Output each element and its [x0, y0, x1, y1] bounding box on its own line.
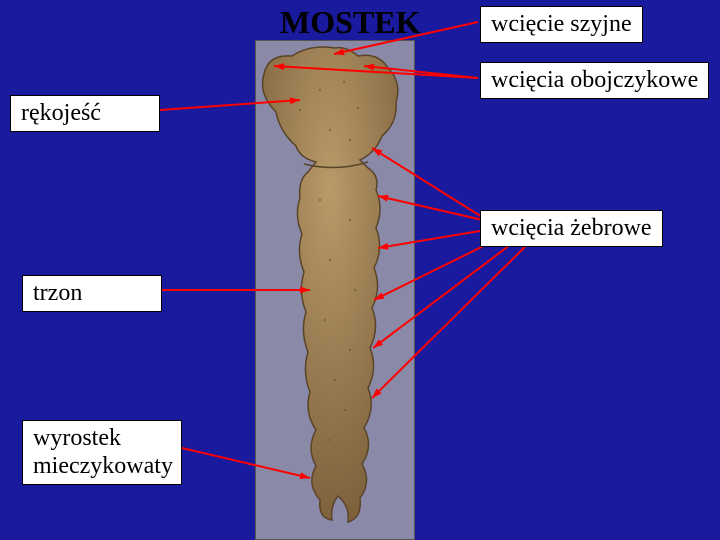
- label-wciecia-zebrowe: wcięcia żebrowe: [480, 210, 663, 247]
- label-rekojesc: rękojeść: [10, 95, 160, 132]
- label-wciecie-szyjne: wcięcie szyjne: [480, 6, 643, 43]
- bone-background: [255, 40, 415, 540]
- label-wciecia-obojczykowe: wcięcia obojczykowe: [480, 62, 709, 99]
- diagram-title: MOSTEK: [280, 4, 420, 41]
- label-trzon: trzon: [22, 275, 162, 312]
- label-wyrostek: wyrostek mieczykowaty: [22, 420, 182, 485]
